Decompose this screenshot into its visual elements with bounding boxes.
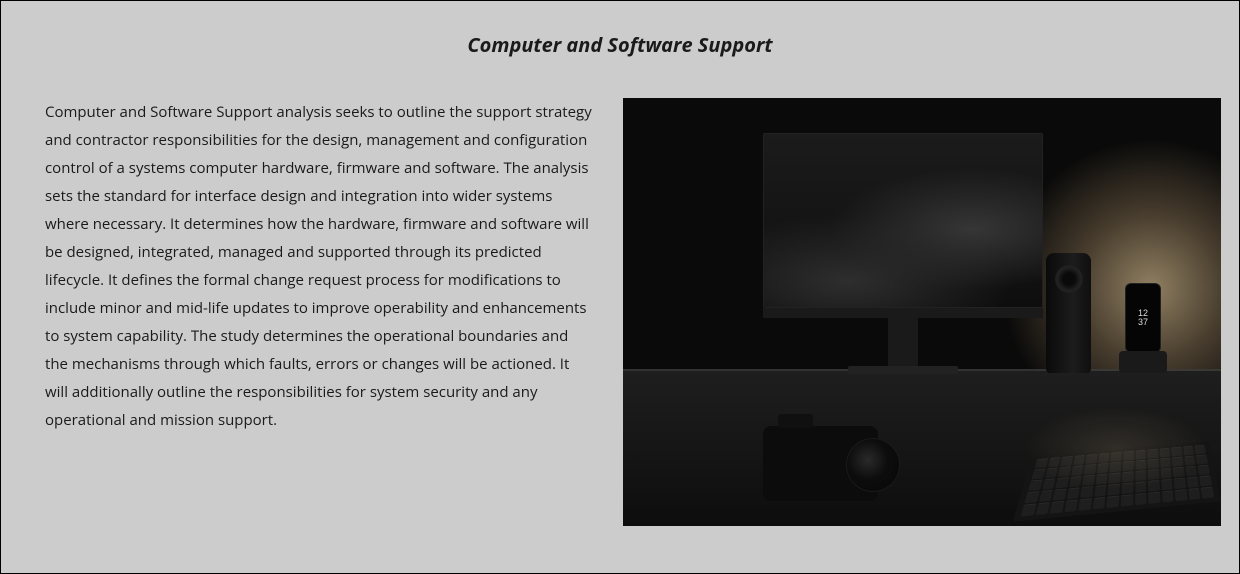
keyboard-key	[1047, 457, 1060, 467]
keyboard-key	[1195, 445, 1206, 454]
keyboard-key	[1159, 448, 1170, 458]
keyboard-key	[1098, 453, 1109, 463]
keyboard-key	[1031, 469, 1045, 480]
body-text: Computer and Software Support analysis s…	[45, 98, 595, 526]
monitor-base	[848, 366, 958, 374]
keyboard-key	[1021, 504, 1037, 517]
keyboard-key	[1196, 454, 1208, 464]
keyboard-key	[1148, 469, 1159, 480]
keyboard-key	[1086, 454, 1098, 464]
keyboard-key	[1080, 486, 1093, 498]
phone-clock-minutes: 37	[1138, 318, 1148, 327]
keyboard-key	[1109, 473, 1121, 484]
phone-clock: 12 37	[1138, 309, 1148, 327]
keyboard-key	[1171, 447, 1182, 456]
keyboard-key	[1042, 478, 1056, 489]
keyboard-key	[1161, 479, 1173, 490]
keyboard-key	[1199, 475, 1212, 486]
keyboard-key	[1122, 471, 1133, 482]
keyboard-key	[1121, 482, 1133, 494]
keyboard-key	[1148, 492, 1160, 504]
keyboard-key	[1110, 462, 1121, 472]
keyboard-key	[1123, 461, 1134, 471]
keyboard-key	[1055, 477, 1068, 488]
monitor-bezel	[763, 308, 1043, 318]
keyboard-key	[1148, 459, 1159, 469]
keyboard-key	[1185, 466, 1197, 477]
monitor-stand	[888, 318, 918, 368]
keyboard-key	[1175, 489, 1187, 501]
keyboard-key	[1097, 463, 1109, 473]
hero-image: 12 37	[623, 98, 1221, 526]
keyboard-key	[1201, 487, 1214, 499]
keyboard-key	[1084, 464, 1096, 474]
keyboard-key	[1108, 484, 1120, 496]
keyboard-key	[1135, 450, 1145, 460]
keyboard-key	[1082, 475, 1095, 486]
keyboard-key	[1183, 446, 1194, 455]
keyboard-key	[1053, 489, 1067, 501]
keyboard-key	[1078, 498, 1092, 511]
image-column: 12 37	[623, 98, 1221, 526]
keyboard-key	[1135, 481, 1146, 492]
keyboard-key	[1172, 457, 1183, 467]
keyboard-key	[1135, 460, 1146, 470]
keyboard-key	[1148, 449, 1159, 459]
keyboard-key	[1071, 465, 1084, 476]
keyboard-key	[1024, 491, 1039, 503]
keyboard-key	[1094, 485, 1107, 497]
keyboard-key	[1188, 488, 1201, 500]
keyboard-key	[1107, 496, 1120, 508]
camera	[763, 426, 878, 501]
content-row: Computer and Software Support analysis s…	[45, 98, 1195, 526]
keyboard-key	[1069, 476, 1082, 487]
keyboard-key	[1028, 480, 1042, 491]
keyboard-key	[1067, 487, 1081, 499]
keyboard-key	[1173, 467, 1185, 478]
keyboard-key	[1187, 477, 1199, 488]
keyboard-key	[1121, 494, 1133, 506]
keyboard-key	[1058, 466, 1071, 477]
keyboard-key	[1039, 490, 1053, 502]
page-title: Computer and Software Support	[45, 31, 1195, 58]
phone: 12 37	[1125, 283, 1161, 353]
keyboard-key	[1064, 500, 1078, 513]
keyboard-key	[1050, 501, 1065, 514]
keyboard-key	[1123, 451, 1134, 461]
keyboard-key	[1073, 455, 1085, 465]
keyboard-key	[1060, 456, 1073, 466]
keyboard-key	[1135, 493, 1147, 505]
keyboard-key	[1198, 465, 1210, 475]
monitor-screen	[763, 133, 1043, 308]
keyboard-key	[1184, 456, 1196, 466]
keyboard-key	[1045, 467, 1058, 478]
keyboard-key	[1162, 490, 1174, 502]
keyboard-key	[1035, 502, 1050, 515]
keyboard-key	[1160, 458, 1171, 468]
keyboard-key	[1148, 480, 1160, 491]
keyboard-key	[1111, 452, 1122, 462]
keyboard-key	[1174, 478, 1186, 489]
keyboard-key	[1096, 474, 1108, 485]
keyboard-key	[1093, 497, 1106, 509]
page-container: Computer and Software Support Computer a…	[1, 1, 1239, 573]
keyboard-key	[1160, 468, 1171, 479]
speaker	[1046, 253, 1091, 373]
monitor-wallpaper	[764, 134, 1042, 307]
keyboard-key	[1135, 470, 1146, 481]
phone-dock	[1119, 351, 1167, 373]
keyboard-key	[1035, 458, 1048, 468]
